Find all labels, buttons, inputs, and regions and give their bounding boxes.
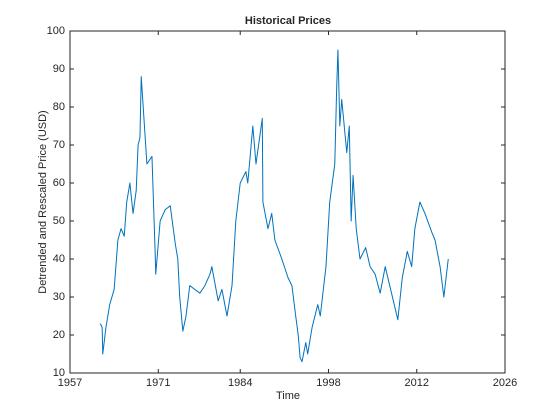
- y-tick-label: 10: [53, 367, 65, 379]
- y-tick-label: 70: [53, 139, 65, 151]
- y-tick-label: 50: [53, 215, 65, 227]
- y-tick-label: 90: [53, 63, 65, 75]
- y-tick-label: 80: [53, 101, 65, 113]
- y-tick-label: 40: [53, 253, 65, 265]
- y-tick-label: 100: [47, 25, 65, 37]
- x-tick-label: 2026: [493, 377, 517, 389]
- x-tick-label: 1984: [228, 377, 252, 389]
- price-line: [99, 49, 449, 363]
- y-tick-label: 20: [53, 329, 65, 341]
- x-axis-label: Time: [276, 390, 300, 402]
- plot-frame: [69, 30, 506, 374]
- y-tick-label: 60: [53, 177, 65, 189]
- x-tick-label: 1998: [316, 377, 340, 389]
- chart-title: Historical Prices: [245, 15, 331, 27]
- y-tick-label: 30: [53, 291, 65, 303]
- x-tick-label: 2012: [404, 377, 428, 389]
- y-axis-label: Detrended and Rescaled Price (USD): [37, 110, 49, 293]
- x-tick-label: 1957: [58, 377, 82, 389]
- x-tick-label: 1971: [146, 377, 170, 389]
